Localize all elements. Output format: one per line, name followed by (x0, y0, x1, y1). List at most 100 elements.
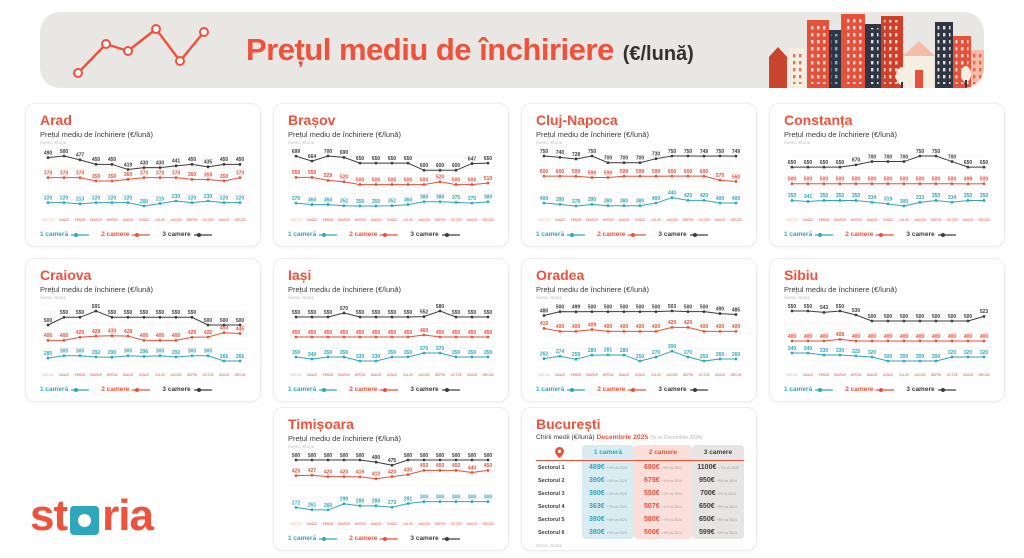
legend-item-3-camere: 3 camere (658, 231, 708, 238)
legend-label: 2 camere (349, 535, 378, 543)
x-axis-label: NOI25 (219, 218, 229, 222)
x-axis-label: IUL25 (155, 373, 164, 377)
x-axis-label: MAI25 (619, 373, 629, 377)
price-trend-chart: DEC24 IAN25 FEB25 MAR25 APR25 MAI25 IUN25 IUL25… (290, 453, 494, 526)
value-label: 330 (372, 354, 381, 360)
value-label: 450 (468, 330, 477, 336)
value-label: 500 (620, 305, 629, 311)
price-change: +9% vs 2024 (606, 530, 627, 535)
legend-label: 3 camere (410, 231, 439, 239)
value-label: 300 (468, 495, 477, 501)
x-axis-label: MAI25 (123, 218, 133, 222)
value-label: 420 (388, 470, 397, 476)
x-axis-label: IUN25 (883, 373, 893, 377)
series-2-camere: 425 427 420 420 419 410 420 430 450 450 450 440 450 (292, 464, 492, 481)
price-cell: 489€ +9% vs 2024 (582, 461, 634, 475)
x-axis-label: FEB25 (323, 373, 334, 377)
x-axis-label: IAN25 (307, 373, 317, 377)
value-label: 730 (652, 152, 661, 158)
x-axis-label: OCT25 (699, 218, 710, 222)
value-label: 570 (340, 306, 349, 312)
legend-marker-icon (441, 536, 460, 541)
value-label: 380 (436, 195, 445, 201)
card-subtitle: Prețul mediu de închiriere (€/lună) (784, 285, 897, 295)
price-cell: 680€ +9% vs 2024 (634, 461, 692, 475)
value-label: 400 (140, 334, 149, 340)
x-axis-label: NOI25 (467, 218, 477, 222)
value-label: 600 (700, 169, 709, 175)
legend-marker-icon (628, 387, 647, 392)
x-axis-label: SEP25 (683, 218, 694, 222)
chart-legend: 1 cameră 2 camere 3 camere (40, 231, 246, 238)
price-change: +8% vs 2024 (606, 478, 627, 483)
value-label: 550 (156, 310, 165, 316)
value-label: 330 (836, 348, 845, 354)
sector-label: Sectorul 2 (538, 477, 565, 484)
value-label: 419 (356, 470, 365, 476)
value-label: 520 (340, 175, 349, 181)
value-label: 400 (980, 334, 989, 340)
x-axis-label: OCT25 (451, 218, 462, 222)
value-label: 420 (700, 194, 709, 200)
value-label: 600 (668, 169, 677, 175)
x-axis-label: FEB25 (571, 373, 582, 377)
city-chart-card-constanta: Constanța Prețul mediu de închiriere (€/l… (769, 103, 1005, 247)
value-label: 550 (140, 310, 149, 316)
value-label: 550 (308, 171, 317, 177)
legend-marker-icon (319, 232, 338, 237)
series-2-camere: 550 550 529 520 500 500 500 500 500 520 500 500 510 (292, 171, 492, 187)
x-axis-label: MAI25 (867, 218, 877, 222)
x-axis-label: MAR25 (338, 373, 350, 377)
series-2-camere: 415 400 400 409 400 400 400 400 420 420 400 400 400 (540, 321, 740, 334)
value-label: 350 (292, 350, 301, 356)
value-label: 352 (388, 199, 397, 205)
price-trend-chart: DEC24 IAN25 FEB25 MAR25 APR25 MAI25 IUN25 IUL25… (290, 304, 494, 377)
price-change: +2% vs 2024 (661, 491, 682, 496)
value-label: 266 (236, 354, 245, 360)
value-label: 550 (388, 310, 397, 316)
legend-label: 3 camere (162, 231, 191, 239)
value-label: 440 (668, 191, 677, 197)
logo-text-left: st (30, 491, 68, 540)
x-axis-label: APR25 (603, 373, 614, 377)
series-3-camere: 550 550 550 570 550 550 550 550 552 580 550 550 550 (292, 304, 492, 319)
value-label: 333 (916, 196, 925, 202)
legend-item-2-camere: 2 camere (101, 231, 151, 238)
x-axis-label: OCT25 (451, 373, 462, 377)
value-label: 500 (652, 305, 661, 311)
legend-marker-icon (876, 232, 895, 237)
value-label: 400 (788, 334, 797, 340)
x-axis-label: IUN25 (387, 218, 397, 222)
value-label: 550 (172, 310, 181, 316)
legend-marker-icon (380, 232, 399, 237)
city-chart-card-iasi: Iași Prețul mediu de închiriere (€/lună) S… (273, 258, 509, 402)
value-label: 300 (900, 354, 909, 360)
city-chart-card-timisoara: Timișoara Prețul mediu de închiriere (€/l… (273, 407, 509, 551)
price-value: 550€ (644, 490, 660, 498)
value-label: 543 (820, 306, 829, 312)
value-label: 552 (420, 310, 429, 316)
price-value: 700€ (700, 490, 716, 498)
value-label: 325 (852, 349, 861, 355)
value-label: 430 (156, 161, 165, 167)
x-axis-label: IAN25 (307, 522, 317, 526)
value-label: 408 (836, 333, 845, 339)
value-label: 503 (668, 304, 677, 310)
x-axis-label: IAN25 (803, 373, 813, 377)
city-title: Iași (288, 267, 312, 283)
price-cell: 700€ 0% vs 2024 (692, 487, 744, 501)
source-label: Sursa: Storia (288, 444, 315, 450)
legend-item-3-camere: 3 camere (162, 231, 212, 239)
value-label: 500 (452, 178, 461, 184)
value-label: 300 (188, 349, 197, 355)
x-axis-label: OCT25 (203, 373, 214, 377)
value-label: 500 (324, 453, 333, 459)
series-1-camera: 285 300 300 292 290 300 296 300 292 300 300 266 266 (44, 349, 245, 363)
page-title: Prețul mediu de închiriere (€/lună) (246, 32, 694, 68)
value-label: 550 (468, 310, 477, 316)
value-label: 500 (884, 314, 893, 320)
legend-marker-icon (937, 387, 956, 392)
value-label: 220 (60, 196, 69, 202)
value-label: 200 (140, 199, 149, 205)
value-label: 550 (804, 304, 813, 310)
